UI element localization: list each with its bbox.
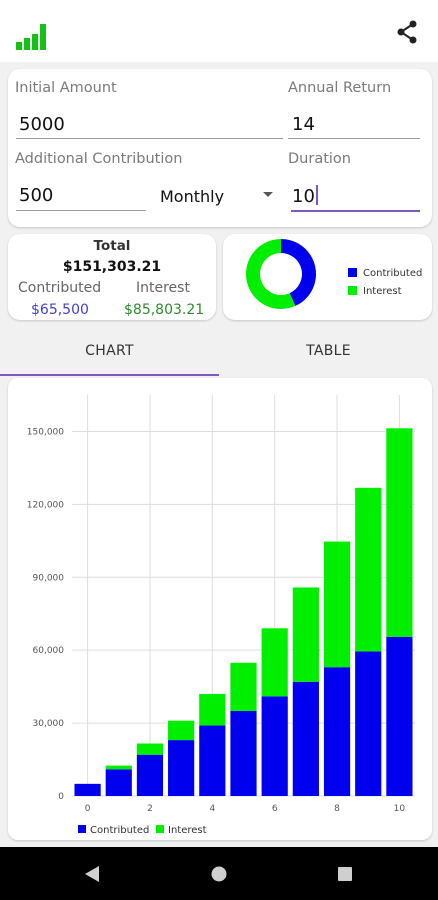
bar-interest-10 [386,428,413,637]
additional-contribution-underline [16,210,146,211]
bar-contributed-2 [136,754,164,796]
initial-amount-underline [16,138,283,139]
donut-slice-interest [246,239,296,309]
y-tick-label: 120,000 [27,500,64,510]
text-cursor [315,185,318,205]
recents-icon[interactable] [337,866,353,882]
contributed-label: Contributed [18,280,102,296]
legend-label-contributed: Contributed [363,268,423,279]
bar-contributed-6 [261,696,288,796]
inputs-card: Initial Amount 5000 Annual Return 14 Add… [8,69,432,227]
x-tick-label: 6 [272,804,278,814]
chart-legend-label-interest: Interest [168,825,207,836]
x-tick-label: 2 [147,804,153,814]
annual-return-input[interactable]: 14 [292,114,315,135]
duration-value: 10 [292,186,315,207]
bar-interest-7 [292,587,319,682]
frequency-select[interactable]: Monthly [160,187,225,206]
tab-indicator [0,374,219,376]
additional-contribution-input[interactable]: 500 [19,185,54,206]
bar-interest-6 [261,628,288,697]
bar-interest-9 [355,487,382,652]
bar-interest-4 [199,693,226,726]
bar-interest-5 [230,662,257,711]
chevron-down-icon[interactable] [263,192,273,197]
initial-amount-label: Initial Amount [15,80,117,96]
chart-legend-label-contributed: Contributed [90,825,149,836]
bar-contributed-9 [355,651,382,796]
app-bar [0,0,438,62]
chart-card: 0 30,000 60,000 90,000 120,000 150,000 0 2 4 6 8 10… [8,378,432,840]
bar-interest-8 [323,541,351,668]
system-nav-bar [0,847,438,900]
bar-contributed-7 [292,681,319,796]
y-tick-label: 60,000 [33,646,65,656]
x-tick-label: 4 [209,804,215,814]
tab-bar: CHART TABLE [0,331,438,377]
chart-legend-swatch-contributed [78,825,86,833]
bar-interest-3 [168,720,195,741]
bar-contributed-8 [323,667,351,796]
initial-amount-input[interactable]: 5000 [19,114,65,135]
donut-slice-contributed [281,239,316,306]
bar-interest-2 [136,743,164,755]
chart-legend-swatch-interest [156,825,164,833]
donut-card: Contributed Interest [223,234,432,320]
home-icon[interactable] [211,866,227,882]
bar-contributed-3 [168,740,195,796]
x-tick-label: 8 [334,804,340,814]
legend-label-interest: Interest [363,286,402,297]
summary-card: Total $151,303.21 Contributed Interest $… [8,234,216,320]
share-icon[interactable] [394,19,420,45]
y-tick-label: 150,000 [27,427,64,437]
legend-swatch-interest [348,286,357,295]
annual-return-underline [288,138,420,139]
interest-value: $85,803.21 [124,302,205,318]
interest-label: Interest [136,280,190,296]
y-tick-label: 90,000 [33,573,65,583]
legend-item-interest: Interest [348,286,402,297]
total-value: $151,303.21 [62,259,162,275]
back-icon[interactable] [84,865,100,883]
y-tick-label: 30,000 [33,719,65,729]
additional-contribution-label: Additional Contribution [15,151,183,167]
x-tick-label: 10 [394,804,406,814]
bar-chart-logo-icon [16,24,48,50]
bar-interest-1 [105,765,132,770]
bar-contributed-1 [105,769,132,796]
bar-contributed-0 [74,783,101,796]
annual-return-label: Annual Return [288,80,392,96]
contributed-value: $65,500 [31,302,89,318]
tab-table[interactable]: TABLE [306,343,351,359]
legend-item-contributed: Contributed [348,268,422,279]
bar-contributed-4 [199,725,226,796]
bar-contributed-10 [386,636,413,796]
x-tick-label: 0 [85,804,91,814]
bar-contributed-5 [230,710,257,796]
tab-chart[interactable]: CHART [85,343,134,359]
duration-input[interactable]: 10 [292,185,318,207]
donut-chart [246,239,316,309]
total-label: Total [93,238,131,254]
y-tick-label: 0 [58,792,64,802]
legend-swatch-contributed [348,268,357,277]
stacked-bar-chart: 0 30,000 60,000 90,000 120,000 150,000 0 2 4 6 8 10… [27,395,415,836]
duration-underline [291,210,420,212]
duration-label: Duration [288,151,351,167]
